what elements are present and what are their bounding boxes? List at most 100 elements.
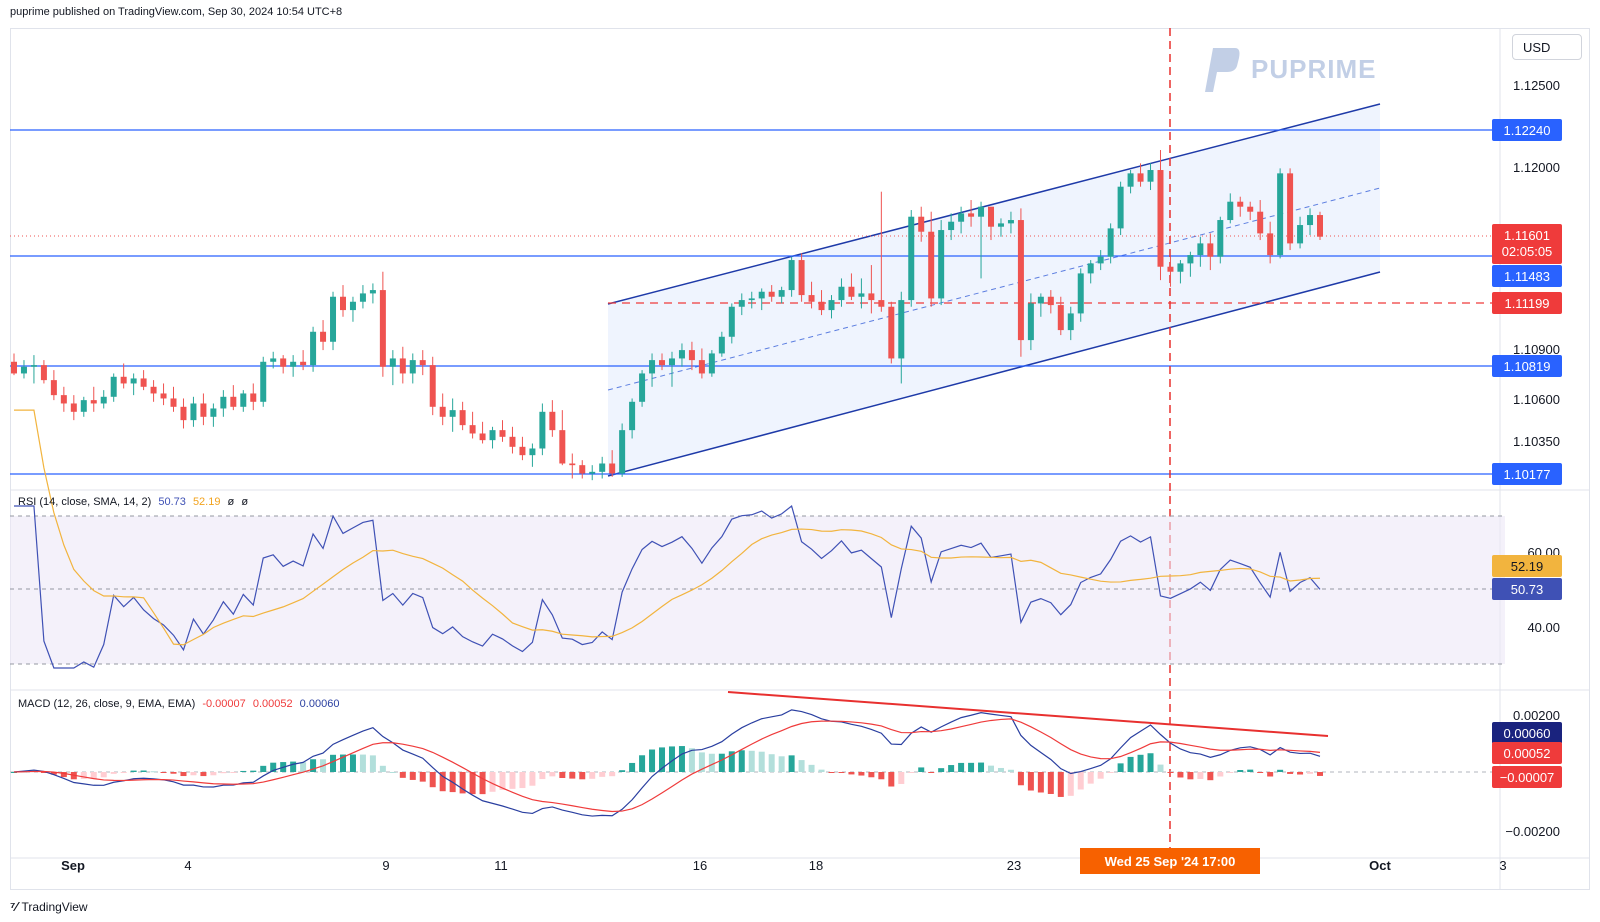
macd-hist-bar xyxy=(629,762,636,772)
candle-body xyxy=(519,446,526,456)
macd-hist-bar xyxy=(459,772,466,794)
candle-body xyxy=(20,366,27,374)
macd-hist-bar xyxy=(170,772,177,774)
candle-body xyxy=(529,448,536,456)
channel-upper-line[interactable] xyxy=(607,103,1381,305)
price-axis-label: 1.10350 xyxy=(1513,434,1560,449)
candle-body xyxy=(848,286,855,297)
macd-hist-bar xyxy=(778,756,785,772)
macd-tag: 0.00060 xyxy=(1492,722,1562,744)
macd-hist-bar xyxy=(928,772,935,773)
price-axis-label: 1.10600 xyxy=(1513,392,1560,407)
candle-body xyxy=(1087,263,1094,274)
rsi-axis-label: 40.00 xyxy=(1527,620,1560,635)
candle-body xyxy=(1127,173,1134,187)
rsi-legend: RSI (14, close, SMA, 14, 2) 50.73 52.19 … xyxy=(18,496,248,508)
macd-hist-bar xyxy=(1217,772,1224,777)
macd-hist-tag: −0.00007 xyxy=(1492,766,1562,788)
macd-hist-bar xyxy=(938,768,945,772)
macd-hist-bar xyxy=(1167,772,1174,773)
candle-body xyxy=(1277,173,1284,256)
macd-legend-macd: 0.00060 xyxy=(299,698,340,710)
macd-hist-bar xyxy=(50,772,57,775)
macd-hist-bar xyxy=(1197,772,1204,779)
macd-hist-bar xyxy=(389,771,396,773)
candle-body xyxy=(808,295,815,302)
candle-body xyxy=(389,358,396,367)
macd-hist-bar xyxy=(130,770,137,772)
candle-body xyxy=(1197,243,1204,256)
macd-hist-bar xyxy=(1117,763,1124,772)
macd-hist-bar xyxy=(499,772,506,790)
candle-body xyxy=(997,223,1004,227)
macd-hist-bar xyxy=(60,772,67,778)
macd-histogram xyxy=(11,746,1323,797)
macd-hist-bar xyxy=(399,772,406,778)
candle-body xyxy=(659,360,666,366)
macd-hist-bar xyxy=(240,770,247,772)
candle-body xyxy=(70,403,77,412)
candle-body xyxy=(559,430,566,464)
time-axis-label: 18 xyxy=(808,858,824,873)
macd-hist-bar xyxy=(1047,772,1054,794)
level-tag-s2: 1.10177 xyxy=(1492,463,1562,485)
candle-body xyxy=(429,365,436,407)
candle-body xyxy=(928,231,935,299)
countdown-value: 02:05:05 xyxy=(1501,244,1553,259)
candle-body xyxy=(758,291,765,299)
macd-legend: MACD (12, 26, close, 9, EMA, EMA) -0.000… xyxy=(18,698,339,710)
macd-hist-bar xyxy=(589,772,596,779)
macd-hist-bar xyxy=(230,772,237,773)
candles-group xyxy=(11,150,1323,481)
divergence-line[interactable] xyxy=(727,691,1329,737)
candle-body xyxy=(579,465,586,474)
rsi-legend-na: ø xyxy=(227,496,235,508)
rsi-sma-line xyxy=(14,409,1321,646)
macd-hist-bar xyxy=(1307,772,1314,774)
rsi-tag: 50.73 xyxy=(1492,578,1562,600)
macd-axis-label: −0.00200 xyxy=(1505,824,1560,839)
candle-body xyxy=(1107,228,1114,257)
candle-body xyxy=(948,221,955,231)
candle-body xyxy=(330,296,337,342)
macd-hist-bar xyxy=(828,772,835,773)
candle-body xyxy=(439,406,446,417)
candle-body xyxy=(1017,220,1024,341)
candle-body xyxy=(778,290,785,297)
macd-hist-bar xyxy=(489,772,496,792)
candle-body xyxy=(768,291,775,297)
macd-legend-hist: -0.00007 xyxy=(202,698,246,710)
macd-hist-bar xyxy=(11,772,17,773)
candle-body xyxy=(120,376,127,384)
candle-body xyxy=(110,376,117,397)
candle-body xyxy=(1297,225,1304,244)
candle-body xyxy=(708,353,715,374)
candle-body xyxy=(349,301,356,311)
candle-body xyxy=(1307,215,1314,226)
macd-hist-bar xyxy=(888,772,895,787)
currency-selector[interactable]: USD xyxy=(1512,34,1582,60)
time-axis-label: 3 xyxy=(1499,858,1507,873)
macd-hist-bar xyxy=(90,772,97,779)
macd-hist-bar xyxy=(429,772,436,788)
macd-hist-bar xyxy=(838,772,845,773)
channel-lower-line[interactable] xyxy=(607,271,1381,477)
macd-hist-bar xyxy=(997,767,1004,772)
macd-hist-bar xyxy=(369,755,376,772)
macd-hist-bar xyxy=(210,772,217,776)
level-tag-s1: 1.10819 xyxy=(1492,355,1562,377)
footer-text[interactable]: TradingView xyxy=(21,899,88,914)
macd-hist-bar xyxy=(1147,753,1154,772)
macd-hist-bar xyxy=(509,772,516,789)
macd-hist-bar xyxy=(918,767,925,772)
price-axis-label: 1.12000 xyxy=(1513,160,1560,175)
candle-body xyxy=(290,361,297,367)
candle-body xyxy=(748,298,755,301)
candle-body xyxy=(888,306,895,359)
macd-hist-bar xyxy=(300,762,307,772)
candle-body xyxy=(688,350,695,361)
macd-hist-bar xyxy=(539,772,546,780)
candle-body xyxy=(11,361,17,374)
candle-body xyxy=(230,396,237,407)
